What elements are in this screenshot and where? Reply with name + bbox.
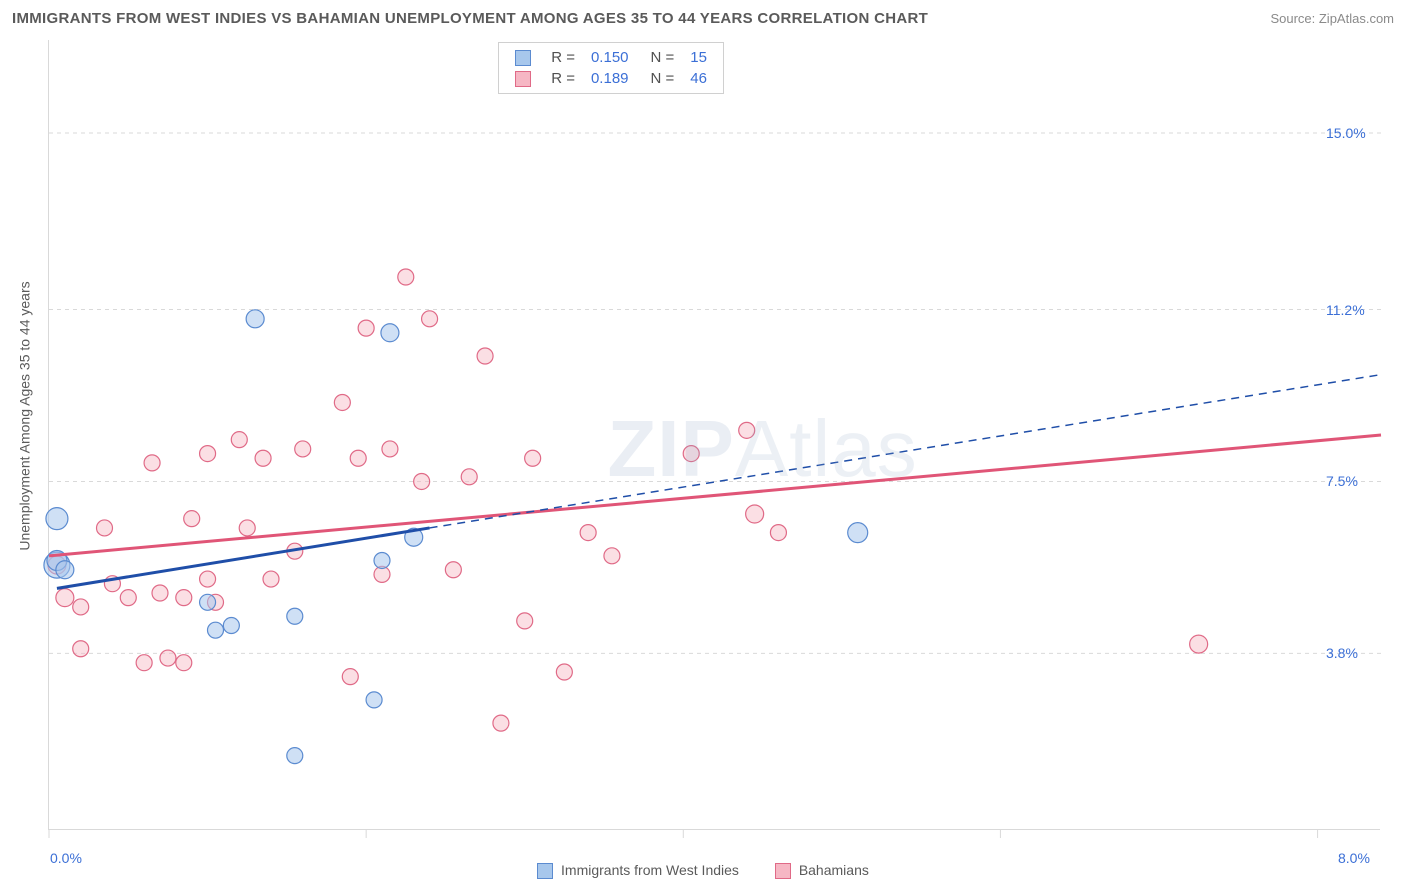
- x-left-label: 0.0%: [50, 850, 82, 866]
- y-tick-label: 15.0%: [1326, 125, 1366, 141]
- stat-legend: R =0.150N =15R =0.189N =46: [498, 42, 724, 94]
- y-tick-label: 7.5%: [1326, 473, 1358, 489]
- y-axis-label: Unemployment Among Ages 35 to 44 years: [17, 281, 33, 550]
- y-tick-label: 3.8%: [1326, 645, 1358, 661]
- legend-swatch: [537, 863, 553, 879]
- chart-title: IMMIGRANTS FROM WEST INDIES VS BAHAMIAN …: [12, 10, 928, 27]
- source-label: Source: ZipAtlas.com: [1270, 11, 1394, 26]
- y-axis-label-wrap: Unemployment Among Ages 35 to 44 years: [10, 0, 40, 832]
- plot-svg: [49, 40, 1380, 829]
- y-tick-label: 11.2%: [1326, 302, 1365, 318]
- legend-label: Bahamians: [799, 862, 869, 878]
- stat-legend-table: R =0.150N =15R =0.189N =46: [507, 47, 715, 89]
- x-right-label: 8.0%: [1338, 850, 1370, 866]
- legend-entry: Bahamians: [775, 862, 869, 879]
- bottom-legend: Immigrants from West Indies Bahamians: [0, 862, 1406, 879]
- plot-area: [48, 40, 1380, 830]
- legend-label: Immigrants from West Indies: [561, 862, 739, 878]
- legend-entry: Immigrants from West Indies: [537, 862, 739, 879]
- legend-swatch: [775, 863, 791, 879]
